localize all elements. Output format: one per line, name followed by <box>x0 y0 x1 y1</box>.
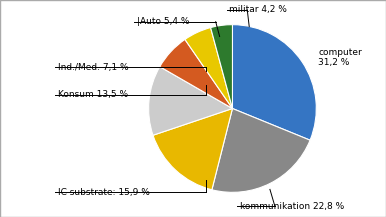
Text: militar 4,2 %: militar 4,2 % <box>230 5 287 14</box>
Wedge shape <box>212 108 310 192</box>
Text: Konsum 13,5 %: Konsum 13,5 % <box>58 90 128 99</box>
Wedge shape <box>149 67 232 135</box>
Text: IC substrate: 15,9 %: IC substrate: 15,9 % <box>58 188 150 197</box>
Wedge shape <box>232 25 316 140</box>
Wedge shape <box>211 25 232 108</box>
Wedge shape <box>185 28 232 108</box>
Text: |Auto 5,4 %: |Auto 5,4 % <box>137 17 189 26</box>
Text: Ind./Med. 7,1 %: Ind./Med. 7,1 % <box>58 62 129 72</box>
Text: kommunikation 22,8 %: kommunikation 22,8 % <box>240 202 345 211</box>
Text: computer
31,2 %: computer 31,2 % <box>318 48 362 67</box>
Wedge shape <box>160 39 232 108</box>
Wedge shape <box>153 108 232 190</box>
